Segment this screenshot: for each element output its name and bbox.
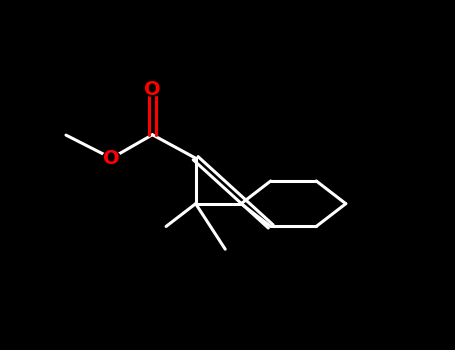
Circle shape — [143, 82, 162, 96]
Text: O: O — [103, 149, 120, 168]
Text: O: O — [144, 80, 161, 99]
Circle shape — [102, 151, 121, 165]
